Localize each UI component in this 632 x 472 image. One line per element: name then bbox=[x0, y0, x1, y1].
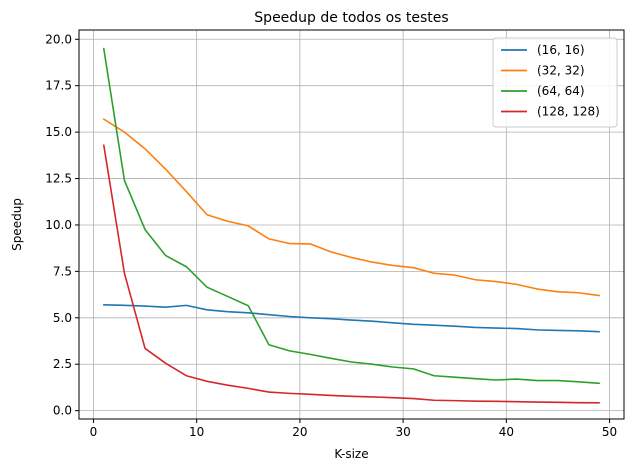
series-line-1 bbox=[102, 304, 601, 333]
y-axis-label: Speedup bbox=[10, 198, 24, 251]
chart-title: Speedup de todos os testes bbox=[254, 10, 448, 26]
x-tick-label: 0 bbox=[90, 425, 98, 439]
legend-entry: (32, 32) bbox=[537, 64, 585, 78]
x-axis-ticks: 0 10 20 30 40 50 bbox=[90, 419, 617, 439]
y-tick-label: 15.0 bbox=[45, 125, 72, 139]
y-tick-label: 10.0 bbox=[45, 218, 72, 232]
legend-entry: (64, 64) bbox=[537, 84, 585, 98]
y-tick-label: 17.5 bbox=[45, 79, 72, 93]
series-line-3 bbox=[102, 47, 601, 385]
series-line-4 bbox=[102, 144, 601, 404]
series-lines bbox=[102, 47, 601, 404]
x-axis-label: K-size bbox=[334, 447, 368, 461]
legend: (16, 16) (32, 32) (64, 64) (128, 128) bbox=[492, 37, 618, 128]
x-tick-label: 50 bbox=[602, 425, 617, 439]
y-tick-label: 12.5 bbox=[45, 172, 72, 186]
y-tick-label: 5.0 bbox=[53, 311, 72, 325]
x-tick-label: 20 bbox=[292, 425, 307, 439]
y-tick-label: 0.0 bbox=[53, 404, 72, 418]
x-tick-label: 40 bbox=[499, 425, 514, 439]
series-line-2 bbox=[102, 118, 601, 297]
legend-box bbox=[492, 37, 618, 128]
y-axis-ticks: 0.0 2.5 5.0 7.5 10.0 12.5 15.0 17.5 20.0 bbox=[45, 32, 79, 418]
y-tick-label: 7.5 bbox=[53, 264, 72, 278]
x-tick-label: 10 bbox=[189, 425, 204, 439]
x-tick-label: 30 bbox=[395, 425, 410, 439]
y-tick-label: 20.0 bbox=[45, 32, 72, 46]
legend-entry: (16, 16) bbox=[537, 43, 585, 57]
y-tick-label: 2.5 bbox=[53, 357, 72, 371]
legend-entry: (128, 128) bbox=[537, 105, 600, 119]
